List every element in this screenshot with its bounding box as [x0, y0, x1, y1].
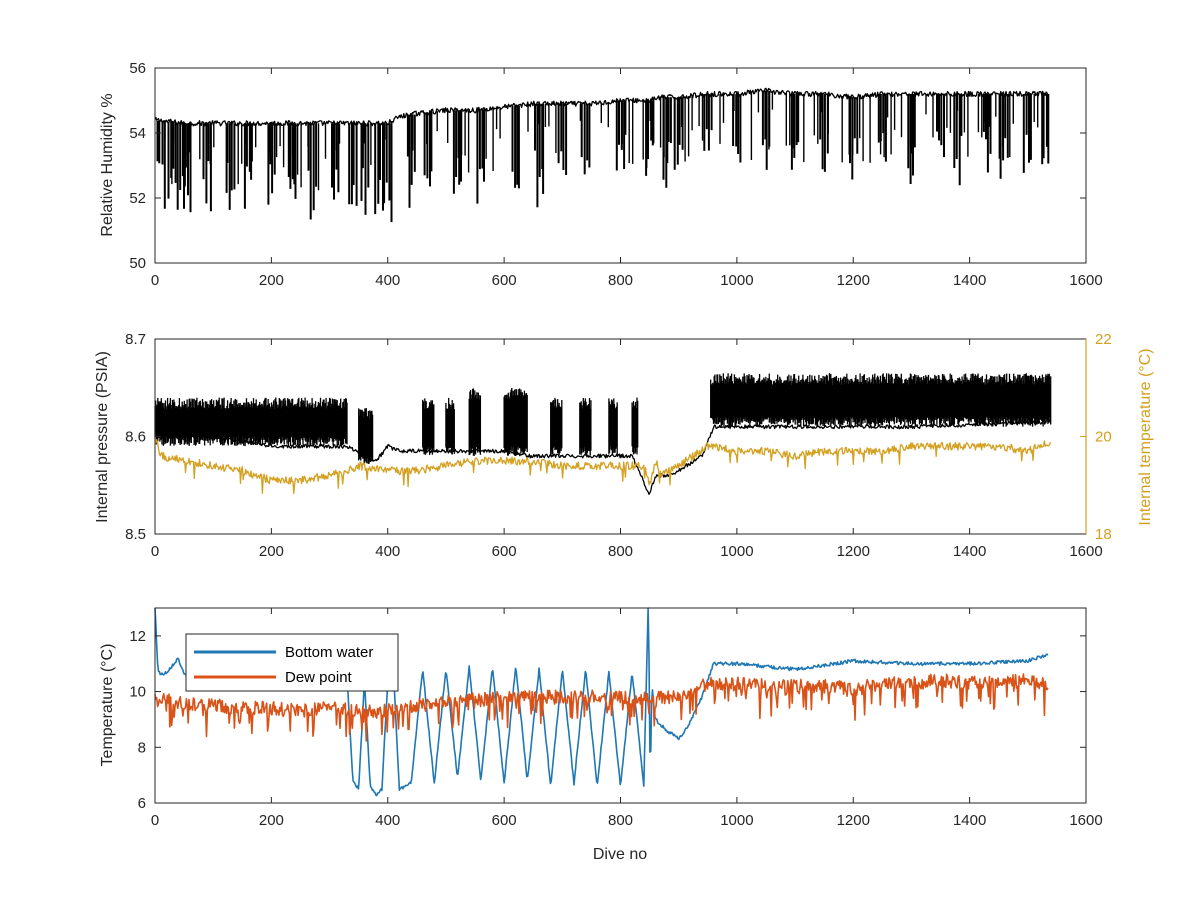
x-tick-label: 1000: [720, 543, 753, 560]
legend-box: [185, 633, 399, 692]
temperature-axes: 0 200 400 600 800 1000 1200 1400 1600 6 8 10 12: [129, 608, 1103, 829]
y-tick-label: 10: [129, 684, 146, 701]
x-tick-label: 1000: [720, 272, 753, 289]
x-tick-label: 1400: [953, 812, 986, 829]
x-tick-label: 400: [375, 812, 400, 829]
internal-temperature-ylabel: Internal temperature (°C): [1137, 348, 1154, 525]
x-tick-label: 1400: [953, 543, 986, 560]
x-tick-label: 600: [492, 272, 517, 289]
y2-tick-label: 18: [1095, 526, 1112, 543]
pressure-ylabel: Internal pressure (PSIA): [94, 351, 111, 523]
x-tick-label: 0: [151, 272, 159, 289]
x-tick-label: 400: [375, 272, 400, 289]
y-tick-label: 56: [129, 60, 146, 77]
x-tick-label: 1200: [837, 543, 870, 560]
humidity-ylabel: Relative Humidity %: [99, 93, 116, 236]
legend: Bottom water Dew point: [185, 633, 399, 692]
y-tick-label: 8.5: [125, 526, 146, 543]
x-tick-label: 1000: [720, 812, 753, 829]
x-tick-label: 1400: [953, 272, 986, 289]
series-line-1: [154, 435, 1052, 495]
x-tick-label: 400: [375, 543, 400, 560]
temperature-panel: 0 200 400 600 800 1000 1200 1400 1600 6 8 10 12 Temp…: [99, 607, 1103, 863]
legend-bottom-water-label: Bottom water: [285, 644, 373, 661]
x-tick-label: 1600: [1069, 543, 1102, 560]
humidity-axes: 0 200 400 600 800 1000 1200 1400 1600 50 52 54 56: [129, 60, 1102, 289]
x-tick-label: 800: [608, 812, 633, 829]
dive-no-xlabel: Dive no: [593, 846, 647, 863]
humidity-panel: 0 200 400 600 800 1000 1200 1400 1600 50 52 54 56 Re…: [99, 60, 1103, 289]
temperature-axes-box: [154, 607, 1087, 804]
x-tick-label: 800: [608, 272, 633, 289]
legend-dew-point-label: Dew point: [285, 669, 353, 686]
pressure-axes: 0 200 400 600 800 1000 1200 1400 1600 8.5 8.6 8.7 18…: [125, 331, 1112, 560]
y-tick-label: 50: [129, 255, 146, 272]
x-tick-label: 600: [492, 543, 517, 560]
y-tick-label: 8: [138, 739, 146, 756]
humidity-series: [154, 87, 1050, 223]
x-tick-label: 1200: [837, 812, 870, 829]
x-tick-label: 200: [259, 272, 284, 289]
x-tick-label: 1600: [1069, 272, 1102, 289]
x-tick-label: 800: [608, 543, 633, 560]
y2-tick-label: 22: [1095, 331, 1112, 348]
y-tick-label: 54: [129, 125, 146, 142]
x-tick-label: 200: [259, 812, 284, 829]
pressure-temperature-series: [154, 373, 1052, 495]
pressure-panel: 0 200 400 600 800 1000 1200 1400 1600 8.5 8.6 8.7 18…: [94, 331, 1154, 560]
y-tick-label: 6: [138, 795, 146, 812]
x-tick-label: 1200: [837, 272, 870, 289]
x-tick-label: 1600: [1069, 812, 1102, 829]
x-tick-label: 0: [151, 812, 159, 829]
x-tick-label: 0: [151, 543, 159, 560]
y-tick-label: 12: [129, 628, 146, 645]
temperature-ylabel: Temperature (°C): [99, 644, 116, 767]
x-tick-label: 200: [259, 543, 284, 560]
y-tick-label: 52: [129, 190, 146, 207]
humidity-axes-box: [154, 67, 1087, 264]
series-line-1: [154, 673, 1049, 742]
y-tick-label: 8.7: [125, 331, 146, 348]
x-tick-label: 600: [492, 812, 517, 829]
y2-tick-label: 20: [1095, 429, 1112, 446]
y-tick-label: 8.6: [125, 429, 146, 446]
series-line-0: [154, 419, 1052, 495]
